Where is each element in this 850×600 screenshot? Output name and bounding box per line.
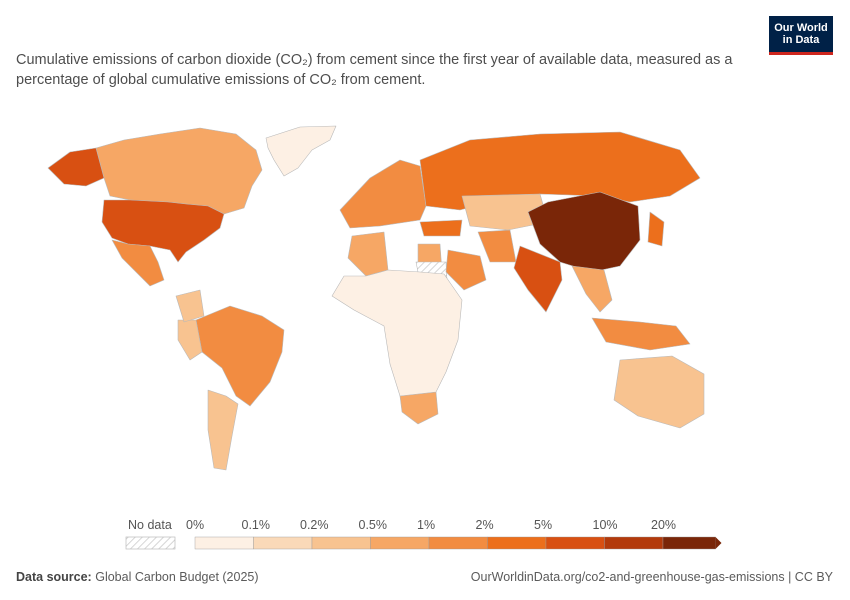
legend-bin-label-0: 0%	[186, 518, 205, 532]
country-iran[interactable]	[477, 229, 517, 263]
country-colombia[interactable]	[175, 289, 205, 323]
country-indonesia[interactable]	[591, 317, 691, 351]
country-alaska[interactable]	[47, 147, 105, 187]
country-mexico[interactable]	[111, 239, 165, 287]
legend-bin-3	[370, 536, 430, 550]
legend-arrow-tip	[715, 537, 722, 549]
data-source-value[interactable]: Global Carbon Budget (2025)	[95, 570, 259, 584]
legend-bin-label-4: 1%	[417, 518, 436, 532]
country-canada[interactable]	[95, 127, 263, 215]
country-united-states[interactable]	[101, 199, 225, 263]
country-algeria[interactable]	[347, 231, 389, 277]
country-europe[interactable]	[339, 159, 427, 229]
country-argentina[interactable]	[207, 389, 239, 471]
legend-bin-4	[428, 536, 488, 550]
country-brazil[interactable]	[195, 305, 285, 407]
country-turkey[interactable]	[419, 219, 463, 237]
legend-no-data-swatch	[125, 536, 176, 550]
country-india[interactable]	[513, 245, 563, 313]
legend-bin-5	[487, 536, 547, 550]
country-china[interactable]	[527, 191, 641, 273]
owid-logo[interactable]: Our World in Data	[769, 16, 833, 55]
legend-bin-label-3: 0.5%	[358, 518, 388, 532]
data-source-label: Data source:	[16, 570, 92, 584]
country-russia[interactable]	[419, 131, 701, 211]
country-kazakhstan[interactable]	[461, 193, 549, 231]
legend-bin-label-2: 0.2%	[300, 518, 329, 532]
country-south-africa[interactable]	[399, 391, 439, 425]
country-japan[interactable]	[647, 211, 665, 247]
legend-bin-1	[253, 536, 313, 550]
legend-bin-label-7: 10%	[592, 518, 618, 532]
legend-bin-8	[662, 536, 716, 550]
country-australia[interactable]	[613, 355, 705, 429]
country-africa-central[interactable]	[331, 269, 463, 397]
legend-bin-label-8: 20%	[651, 518, 677, 532]
chart-title: Cumulative emissions of carbon dioxide (…	[16, 52, 733, 88]
legend-bin-label-5: 2%	[475, 518, 494, 532]
data-source: Data source: Global Carbon Budget (2025)	[16, 570, 259, 584]
legend-bin-label-1: 0.1%	[241, 518, 271, 532]
logo-line2: in Data	[782, 34, 820, 46]
footer-url[interactable]: OurWorldinData.org/co2-and-greenhouse-ga…	[470, 570, 833, 584]
legend-bin-label-6: 5%	[534, 518, 553, 532]
legend-bin-7	[604, 536, 664, 550]
country-peru[interactable]	[177, 319, 203, 361]
legend-no-data-label: No data	[128, 518, 172, 532]
country-greenland[interactable]	[265, 125, 337, 177]
legend-bin-0	[194, 536, 254, 550]
country-saudi-arabia[interactable]	[445, 249, 487, 291]
legend-bin-2	[311, 536, 371, 550]
logo-line1: Our World	[774, 22, 828, 34]
legend-bin-6	[545, 536, 605, 550]
country-southeast-asia[interactable]	[571, 265, 613, 313]
